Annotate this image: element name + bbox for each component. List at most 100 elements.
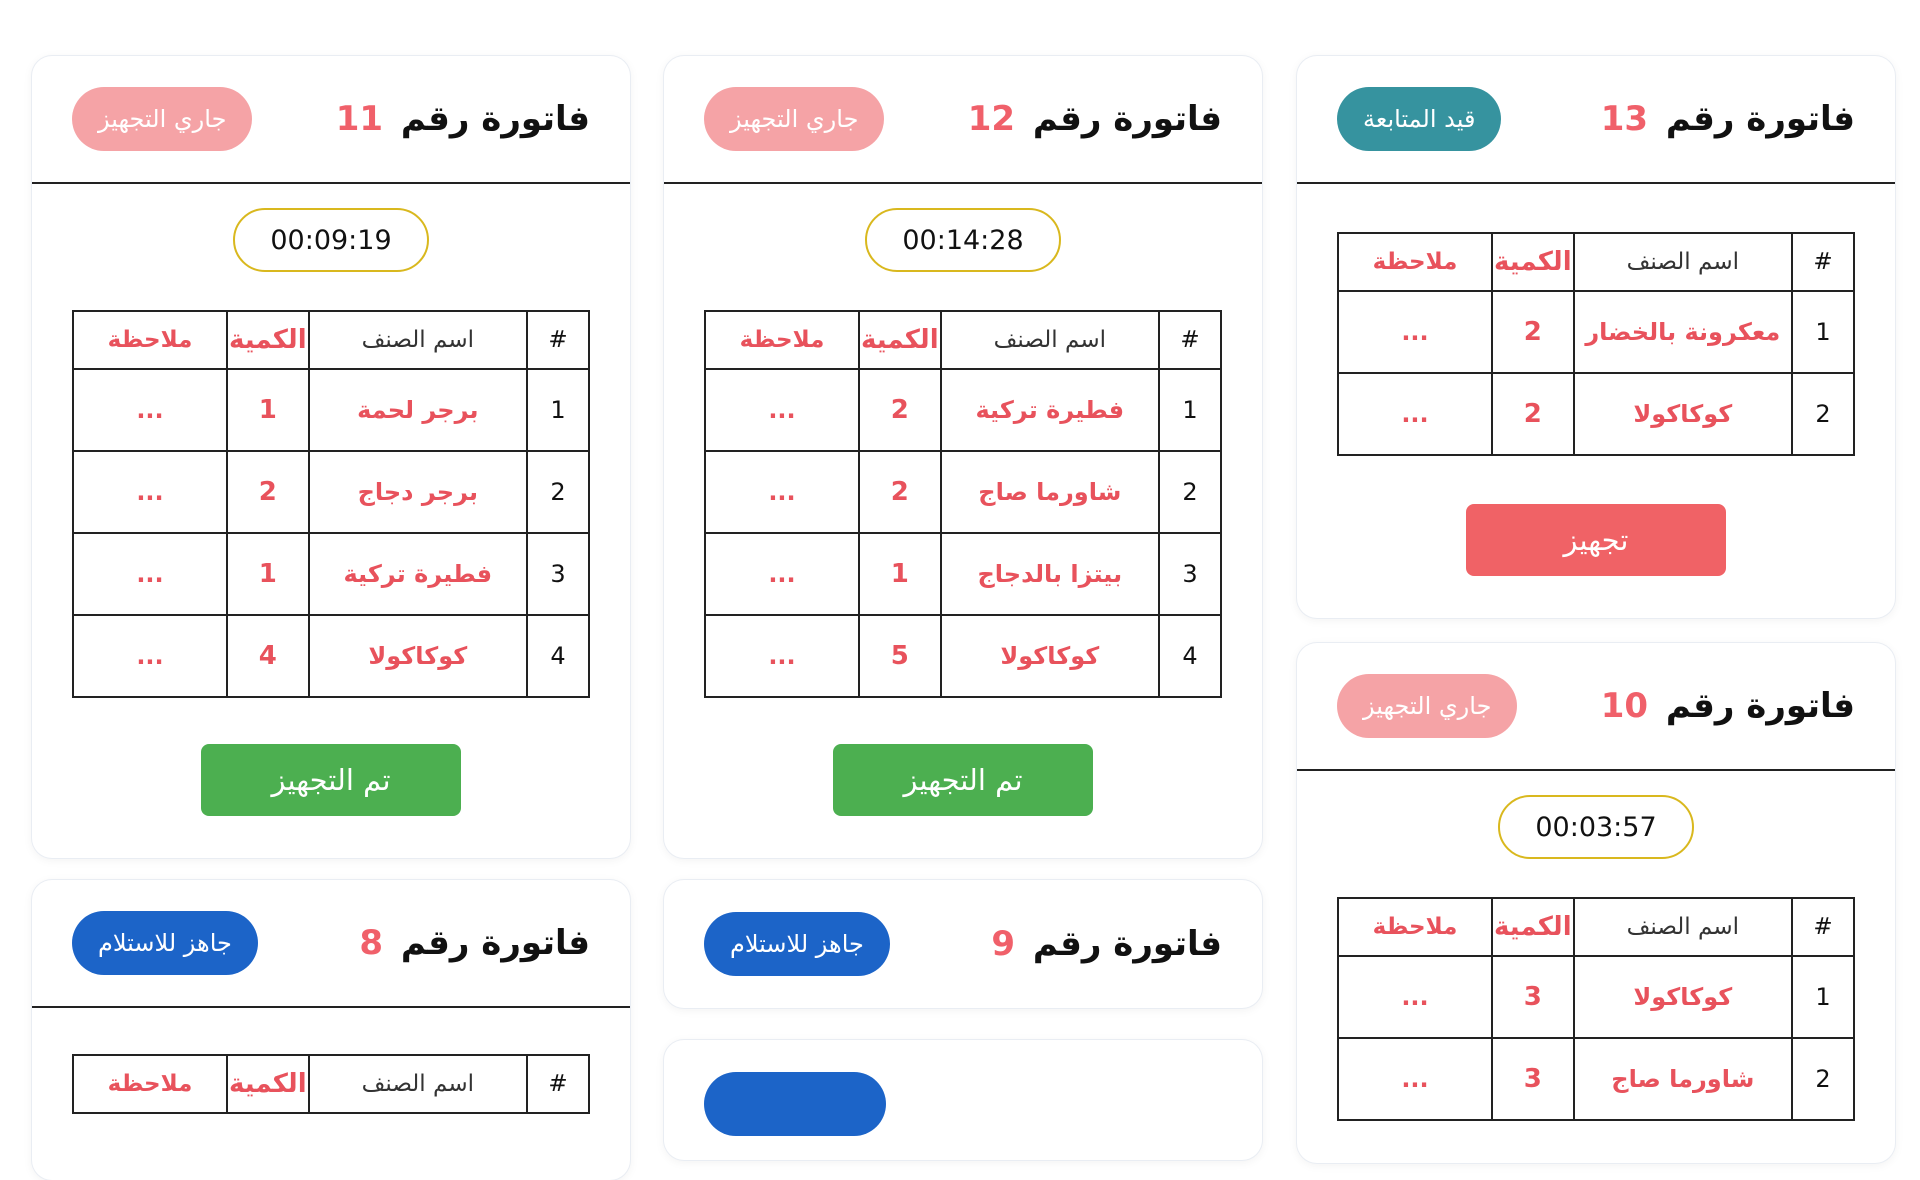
card-header: فاتورة رقم 11 جاري التجهيز [32, 56, 630, 184]
invoice-number: 10 [1600, 686, 1649, 726]
column-index: # [1791, 897, 1855, 957]
item-quantity: 5 [858, 614, 942, 698]
column-note: ملاحظة [1337, 897, 1493, 957]
item-quantity: 2 [858, 450, 942, 534]
item-quantity: 3 [1491, 1037, 1575, 1121]
item-name: برجر دجاج [307, 450, 529, 534]
item-note[interactable]: ... [704, 450, 860, 534]
item-name: برجر لحمة [307, 368, 529, 452]
items-table: # اسم الصنف الكمية ملاحظة 1 برجر لحمة 1 … [72, 310, 590, 698]
column-index: # [526, 1054, 590, 1114]
table-row: 2 كوكاكولا 2 ... [1337, 372, 1855, 456]
status-badge: جاري التجهيز [704, 87, 885, 151]
invoice-card-11: فاتورة رقم 11 جاري التجهيز 00:09:19 # اس… [32, 56, 630, 858]
column-item-name: اسم الصنف [939, 310, 1161, 370]
table-row: 1 كوكاكولا 3 ... [1337, 955, 1855, 1039]
invoice-title: فاتورة رقم 13 [1601, 99, 1855, 139]
status-badge: جاهز للاستلام [704, 912, 890, 976]
row-index: 4 [1158, 614, 1222, 698]
column-quantity: الكمية [1491, 897, 1575, 957]
item-name: بيتزا بالدجاج [939, 532, 1161, 616]
item-note[interactable]: ... [72, 450, 228, 534]
items-table: # اسم الصنف الكمية ملاحظة [72, 1054, 590, 1114]
mark-prepared-button[interactable]: تم التجهيز [833, 744, 1093, 816]
invoice-number: 9 [991, 924, 1016, 964]
table-row: 3 فطيرة تركية 1 ... [72, 532, 590, 616]
table-row: 2 برجر دجاج 2 ... [72, 450, 590, 534]
invoice-card-13: فاتورة رقم 13 قيد المتابعة # اسم الصنف ا… [1297, 56, 1895, 618]
items-table: # اسم الصنف الكمية ملاحظة 1 فطيرة تركية … [704, 310, 1222, 698]
table-row: 4 كوكاكولا 4 ... [72, 614, 590, 698]
item-quantity: 2 [1491, 372, 1575, 456]
item-name: كوكاكولا [1572, 955, 1794, 1039]
item-name: معكرونة بالخضار [1572, 290, 1794, 374]
row-index: 2 [526, 450, 590, 534]
column-index: # [1791, 232, 1855, 292]
elapsed-timer: 00:03:57 [1498, 795, 1694, 859]
invoice-card-12: فاتورة رقم 12 جاري التجهيز 00:14:28 # اس… [664, 56, 1262, 858]
row-index: 3 [1158, 532, 1222, 616]
item-note[interactable]: ... [72, 532, 228, 616]
item-quantity: 2 [858, 368, 942, 452]
table-row: 4 كوكاكولا 5 ... [704, 614, 1222, 698]
item-note[interactable]: ... [72, 614, 228, 698]
invoice-title-label: فاتورة رقم [400, 923, 590, 963]
status-badge [704, 1072, 886, 1136]
item-note[interactable]: ... [704, 532, 860, 616]
table-header-row: # اسم الصنف الكمية ملاحظة [1337, 897, 1855, 957]
start-preparing-button[interactable]: تجهيز [1466, 504, 1726, 576]
item-note[interactable]: ... [704, 614, 860, 698]
status-badge: قيد المتابعة [1337, 87, 1502, 151]
column-note: ملاحظة [72, 310, 228, 370]
item-quantity: 1 [226, 532, 310, 616]
item-name: فطيرة تركية [307, 532, 529, 616]
row-index: 2 [1791, 372, 1855, 456]
invoice-card-8: فاتورة رقم 8 جاهز للاستلام # اسم الصنف ا… [32, 880, 630, 1180]
card-header: فاتورة رقم 10 جاري التجهيز [1297, 643, 1895, 771]
item-note[interactable]: ... [1337, 955, 1493, 1039]
row-index: 1 [1791, 955, 1855, 1039]
invoice-number: 11 [335, 99, 384, 139]
row-index: 2 [1791, 1037, 1855, 1121]
invoice-title-label: فاتورة رقم [1665, 99, 1855, 139]
invoice-number: 12 [967, 99, 1016, 139]
status-badge: جاهز للاستلام [72, 911, 258, 975]
item-note[interactable]: ... [72, 368, 228, 452]
table-row: 2 شاورما صاج 3 ... [1337, 1037, 1855, 1121]
item-note[interactable]: ... [1337, 1037, 1493, 1121]
column-item-name: اسم الصنف [307, 310, 529, 370]
invoice-card-partial [664, 1040, 1262, 1160]
column-item-name: اسم الصنف [1572, 897, 1794, 957]
invoice-title: فاتورة رقم 12 [968, 99, 1222, 139]
items-table: # اسم الصنف الكمية ملاحظة 1 معكرونة بالخ… [1337, 232, 1855, 456]
invoice-number: 8 [359, 923, 384, 963]
table-row: 1 فطيرة تركية 2 ... [704, 368, 1222, 452]
invoice-title-label: فاتورة رقم [400, 99, 590, 139]
column-index: # [526, 310, 590, 370]
elapsed-timer: 00:09:19 [233, 208, 429, 272]
invoice-title: فاتورة رقم 9 [991, 924, 1222, 964]
invoice-card-10: فاتورة رقم 10 جاري التجهيز 00:03:57 # اس… [1297, 643, 1895, 1163]
card-header: فاتورة رقم 13 قيد المتابعة [1297, 56, 1895, 184]
invoice-title-label: فاتورة رقم [1665, 686, 1855, 726]
item-note[interactable]: ... [704, 368, 860, 452]
item-note[interactable]: ... [1337, 372, 1493, 456]
row-index: 2 [1158, 450, 1222, 534]
item-name: كوكاكولا [1572, 372, 1794, 456]
item-name: كوكاكولا [939, 614, 1161, 698]
card-header [664, 1040, 1262, 1160]
column-item-name: اسم الصنف [1572, 232, 1794, 292]
column-quantity: الكمية [226, 310, 310, 370]
column-note: ملاحظة [704, 310, 860, 370]
invoice-card-9: فاتورة رقم 9 جاهز للاستلام [664, 880, 1262, 1008]
item-note[interactable]: ... [1337, 290, 1493, 374]
item-quantity: 4 [226, 614, 310, 698]
column-item-name: اسم الصنف [307, 1054, 529, 1114]
column-quantity: الكمية [226, 1054, 310, 1114]
table-row: 3 بيتزا بالدجاج 1 ... [704, 532, 1222, 616]
mark-prepared-button[interactable]: تم التجهيز [201, 744, 461, 816]
card-header: فاتورة رقم 9 جاهز للاستلام [664, 880, 1262, 1008]
table-row: 1 معكرونة بالخضار 2 ... [1337, 290, 1855, 374]
status-badge: جاري التجهيز [72, 87, 253, 151]
table-header-row: # اسم الصنف الكمية ملاحظة [72, 310, 590, 370]
